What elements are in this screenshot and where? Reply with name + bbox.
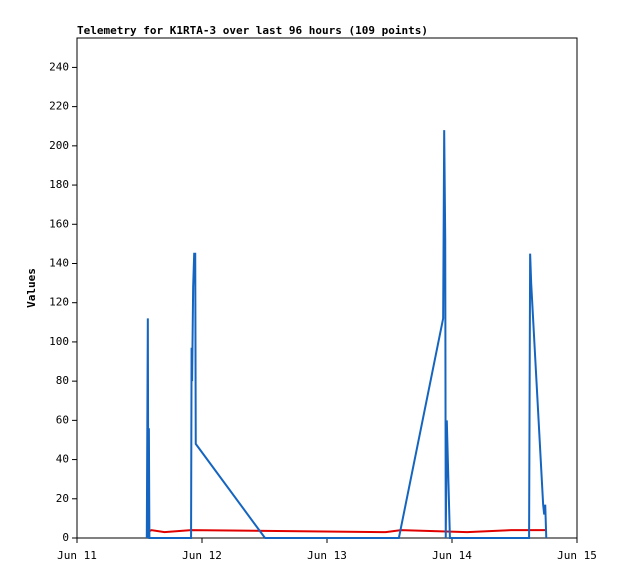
y-tick-label: 220 xyxy=(49,100,69,113)
x-tick-label: Jun 14 xyxy=(432,549,472,562)
y-tick-label: 20 xyxy=(56,492,69,505)
x-tick-label: Jun 11 xyxy=(57,549,97,562)
y-tick-label: 160 xyxy=(49,217,69,230)
series-line xyxy=(146,529,547,534)
y-tick-label: 140 xyxy=(49,256,69,269)
y-tick-label: 100 xyxy=(49,335,69,348)
x-tick-label: Jun 12 xyxy=(182,549,222,562)
x-tick-label: Jun 13 xyxy=(307,549,347,562)
chart-title: Telemetry for K1RTA-3 over last 96 hours… xyxy=(77,24,428,37)
y-tick-label: 240 xyxy=(49,60,69,73)
y-tick-label: 0 xyxy=(62,531,69,544)
y-tick-label: 120 xyxy=(49,296,69,309)
series-line xyxy=(145,130,548,539)
y-tick-label: 200 xyxy=(49,139,69,152)
y-tick-label: 180 xyxy=(49,178,69,191)
y-axis-label: Values xyxy=(25,268,38,308)
y-tick-label: 40 xyxy=(56,453,69,466)
y-tick-label: 60 xyxy=(56,413,69,426)
y-tick-label: 80 xyxy=(56,374,69,387)
x-tick-label: Jun 15 xyxy=(557,549,597,562)
